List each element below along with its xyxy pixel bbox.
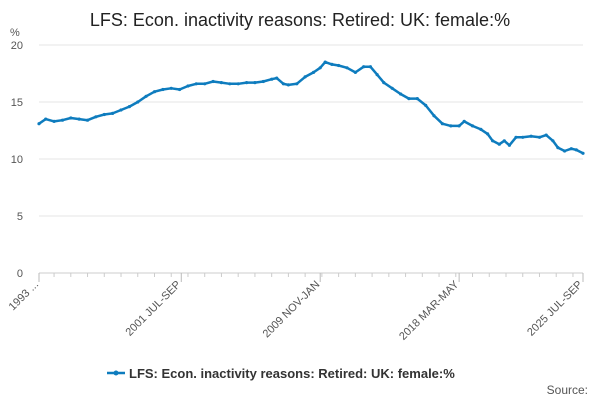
data-point[interactable] xyxy=(228,82,232,86)
x-axis-ticks: 1993 ... 2001 JUL-SEP 2009 NOV-JAN 2018 MAR… xyxy=(7,273,585,343)
data-point[interactable] xyxy=(563,149,567,153)
data-point[interactable] xyxy=(502,139,506,143)
data-point[interactable] xyxy=(270,77,274,81)
data-point[interactable] xyxy=(345,66,349,70)
data-point[interactable] xyxy=(144,94,148,98)
data-point[interactable] xyxy=(424,103,428,107)
data-point[interactable] xyxy=(44,117,48,121)
data-point[interactable] xyxy=(529,134,533,138)
data-point[interactable] xyxy=(449,124,453,128)
data-point[interactable] xyxy=(544,133,548,137)
data-point[interactable] xyxy=(323,60,327,64)
data-point[interactable] xyxy=(203,82,207,86)
legend-label: LFS: Econ. inactivity reasons: Retired: … xyxy=(129,366,455,381)
data-point[interactable] xyxy=(514,135,518,139)
data-point[interactable] xyxy=(211,79,215,84)
data-point[interactable] xyxy=(574,148,578,152)
data-point[interactable] xyxy=(551,139,555,143)
data-point[interactable] xyxy=(261,79,265,84)
x-tick-label: 2025 JUL-SEP xyxy=(525,279,585,339)
data-point[interactable] xyxy=(330,62,334,66)
data-point[interactable] xyxy=(236,82,240,86)
data-point[interactable] xyxy=(390,86,394,90)
data-point[interactable] xyxy=(136,100,140,104)
data-point[interactable] xyxy=(178,87,182,92)
data-point[interactable] xyxy=(486,132,490,136)
data-point[interactable] xyxy=(375,73,379,77)
data-point[interactable] xyxy=(77,117,81,121)
x-tick-label: 2001 JUL-SEP xyxy=(123,279,183,339)
data-point[interactable] xyxy=(440,122,444,126)
data-point[interactable] xyxy=(303,75,307,79)
source-label[interactable]: Source: xyxy=(547,383,588,397)
data-point[interactable] xyxy=(537,135,542,139)
data-point[interactable] xyxy=(94,115,98,119)
data-point[interactable] xyxy=(521,135,525,139)
gridlines xyxy=(39,44,583,274)
data-point[interactable] xyxy=(152,90,157,94)
data-point[interactable] xyxy=(311,70,316,74)
data-point[interactable] xyxy=(111,111,115,115)
chart-title: LFS: Econ. inactivity reasons: Retired: … xyxy=(90,10,510,30)
data-point[interactable] xyxy=(415,97,419,101)
data-point[interactable] xyxy=(399,92,403,96)
x-tick-label: 2018 MAR-MAY xyxy=(397,278,462,343)
data-point[interactable] xyxy=(569,147,573,151)
data-point[interactable] xyxy=(507,143,511,147)
data-point[interactable] xyxy=(353,70,357,74)
data-point[interactable] xyxy=(491,139,495,143)
data-point[interactable] xyxy=(581,151,585,155)
data-point[interactable] xyxy=(52,119,56,123)
data-point[interactable] xyxy=(60,118,64,122)
data-point[interactable] xyxy=(407,97,411,101)
data-point[interactable] xyxy=(362,65,366,69)
data-point[interactable] xyxy=(245,81,249,85)
data-point[interactable] xyxy=(286,83,290,87)
data-point[interactable] xyxy=(127,105,131,109)
x-tick-label: 2009 NOV-JAN xyxy=(261,279,323,341)
data-point[interactable] xyxy=(186,84,190,88)
y-axis-unit-label: % xyxy=(10,27,20,39)
data-point[interactable] xyxy=(295,82,299,86)
data-point[interactable] xyxy=(194,82,198,86)
y-tick-label: 0 xyxy=(17,268,23,280)
series-layer xyxy=(37,60,585,155)
legend-marker xyxy=(113,370,119,376)
data-point[interactable] xyxy=(457,124,461,128)
data-point[interactable] xyxy=(382,81,386,85)
data-point[interactable] xyxy=(219,81,223,85)
data-point[interactable] xyxy=(337,63,341,68)
y-tick-label: 20 xyxy=(11,40,23,52)
data-point[interactable] xyxy=(368,65,372,69)
data-point[interactable] xyxy=(69,116,73,120)
data-point[interactable] xyxy=(432,114,436,118)
data-point[interactable] xyxy=(85,118,90,122)
data-point[interactable] xyxy=(462,119,466,123)
data-point[interactable] xyxy=(37,122,41,126)
series-line[interactable] xyxy=(37,60,585,155)
y-tick-label: 15 xyxy=(11,97,23,109)
x-tick-label: 1993 ... xyxy=(7,279,41,313)
y-tick-label: 10 xyxy=(11,154,23,166)
data-point[interactable] xyxy=(479,127,483,131)
data-point[interactable] xyxy=(281,82,285,86)
data-point[interactable] xyxy=(253,81,257,85)
data-point[interactable] xyxy=(169,86,173,90)
data-point[interactable] xyxy=(161,87,165,92)
data-point[interactable] xyxy=(102,112,106,117)
data-point[interactable] xyxy=(497,142,501,146)
data-point[interactable] xyxy=(318,66,322,70)
legend[interactable]: LFS: Econ. inactivity reasons: Retired: … xyxy=(107,366,455,381)
data-point[interactable] xyxy=(275,76,279,80)
y-tick-label: 5 xyxy=(17,211,23,223)
data-point[interactable] xyxy=(556,146,560,150)
data-point[interactable] xyxy=(119,108,123,112)
data-point[interactable] xyxy=(470,124,475,128)
y-axis-ticks: 0 5 10 15 20 xyxy=(11,40,23,280)
